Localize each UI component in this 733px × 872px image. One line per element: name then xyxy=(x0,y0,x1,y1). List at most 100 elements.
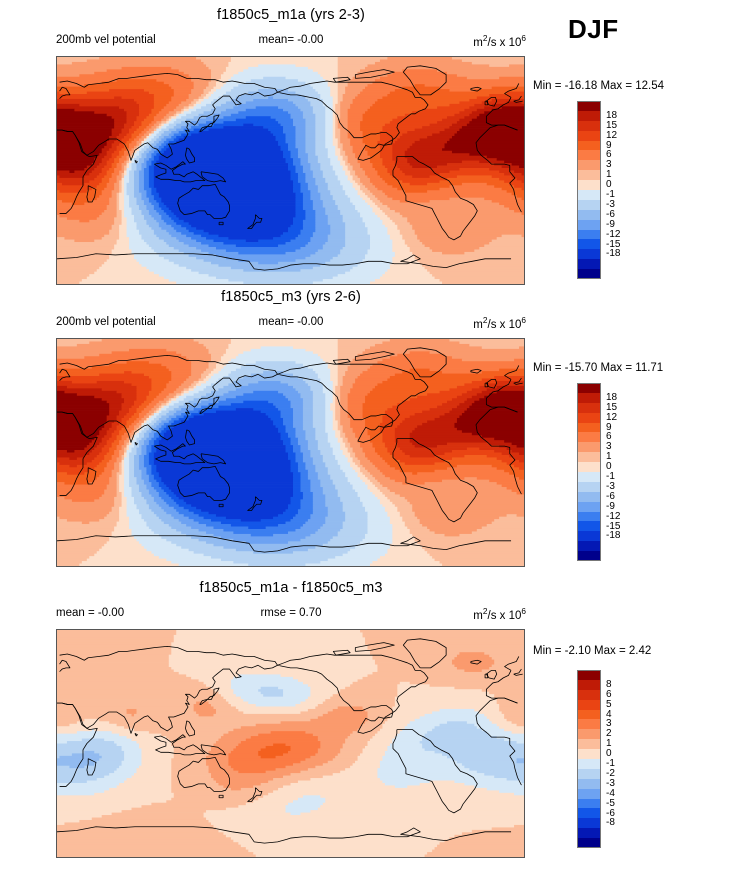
colorbar-swatch xyxy=(577,501,601,512)
colorbar-swatch xyxy=(577,551,601,562)
colorbar-swatch xyxy=(577,531,601,542)
colorbar-tick-label: -15 xyxy=(606,238,621,250)
colorbar-swatch xyxy=(577,120,601,131)
colorbar-top[interactable] xyxy=(577,101,601,280)
panel-units-label: m2/s x 106 xyxy=(56,316,526,331)
colorbar-tick-label: 2 xyxy=(606,728,612,740)
colorbar-swatch xyxy=(577,383,601,393)
units-base: m xyxy=(473,36,483,49)
colorbar-swatch xyxy=(577,412,601,423)
units-mid: /s x 10 xyxy=(487,609,522,622)
colorbar-tick-label: 6 xyxy=(606,431,612,443)
colorbar-swatch xyxy=(577,239,601,250)
map-plot-top[interactable] xyxy=(56,56,525,285)
panel-title: f1850c5_m1a - f1850c5_m3 xyxy=(199,580,383,596)
colorbar-tick-label: 3 xyxy=(606,159,612,171)
colorbar-swatch xyxy=(577,521,601,532)
colorbar-swatch xyxy=(577,180,601,191)
map-plot-diff[interactable] xyxy=(56,629,525,858)
colorbar-tick-label: -6 xyxy=(606,208,615,220)
units-exp2: 6 xyxy=(521,34,526,43)
panel-title: f1850c5_m3 (yrs 2-6) xyxy=(221,289,361,305)
colorbar-tick-label: 12 xyxy=(606,129,618,141)
colorbar-tick-label: 15 xyxy=(606,401,618,413)
colorbar-tick-label: -15 xyxy=(606,520,621,532)
colorbar-swatch xyxy=(577,199,601,210)
colorbar-tick-label: -12 xyxy=(606,510,621,522)
colorbar-tick-label: 12 xyxy=(606,411,618,423)
colorbar-tick-label: 0 xyxy=(606,461,612,473)
panel-center-label: rmse = 0.70 xyxy=(260,607,322,619)
colorbar-swatch xyxy=(577,778,601,789)
colorbar-diff[interactable] xyxy=(577,670,601,849)
colorbar-tick-label: -4 xyxy=(606,787,615,799)
colorbar-tick-label: 3 xyxy=(606,441,612,453)
colorbar-tick-label: 1 xyxy=(606,169,612,181)
colorbar-tick-label: 8 xyxy=(606,678,612,690)
colorbar-tick-label: -18 xyxy=(606,530,621,542)
colorbar-swatch xyxy=(577,259,601,270)
colorbar-tick-label: -12 xyxy=(606,228,621,240)
colorbar-tick-label: -18 xyxy=(606,248,621,260)
colorbar-tick-label: -3 xyxy=(606,480,615,492)
panel-left-label: 200mb vel potential xyxy=(56,316,156,328)
colorbar-middle[interactable] xyxy=(577,383,601,562)
colorbar-swatch xyxy=(577,209,601,220)
colorbar-swatch xyxy=(577,249,601,260)
colorbar-swatch xyxy=(577,689,601,700)
season-label: DJF xyxy=(568,14,619,44)
units-exp: 2 xyxy=(482,607,488,616)
colorbar-swatch xyxy=(577,140,601,151)
colorbar-swatch xyxy=(577,719,601,730)
colorbar-swatch xyxy=(577,491,601,502)
colorbar-tick-label: 0 xyxy=(606,748,612,760)
colorbar-swatch xyxy=(577,511,601,522)
colorbar-swatch xyxy=(577,472,601,482)
colorbar-swatch xyxy=(577,739,601,750)
colorbar-tick-label: 1 xyxy=(606,738,612,750)
colorbar-tick-label: -1 xyxy=(606,471,615,483)
colorbar-tick-label: 5 xyxy=(606,698,612,710)
colorbar-swatch xyxy=(577,749,601,760)
units-mid: /s x 10 xyxy=(487,318,522,331)
colorbar-swatch xyxy=(577,150,601,161)
units-exp: 2 xyxy=(482,316,488,325)
units-base: m xyxy=(473,609,483,622)
colorbar-swatch xyxy=(577,160,601,171)
colorbar-swatch xyxy=(577,838,601,849)
colorbar-tick-label: 15 xyxy=(606,119,618,131)
colorbar-swatch xyxy=(577,788,601,799)
panel-left-label: 200mb vel potential xyxy=(56,34,156,46)
colorbar-swatch xyxy=(577,541,601,552)
colorbar-tick-label: 4 xyxy=(606,708,612,720)
colorbar-tick-label: -8 xyxy=(606,817,615,829)
panel-center-label: mean= -0.00 xyxy=(258,34,324,46)
colorbar-tick-label: -3 xyxy=(606,777,615,789)
colorbar-swatch xyxy=(577,422,601,433)
colorbar-tick-label: -1 xyxy=(606,189,615,201)
colorbar-tick-label: 6 xyxy=(606,149,612,161)
colorbar-swatch xyxy=(577,392,601,403)
map-plot-middle[interactable] xyxy=(56,338,525,567)
colorbar-swatch xyxy=(577,442,601,453)
colorbar-tick-label: -5 xyxy=(606,797,615,809)
units-exp2: 6 xyxy=(521,607,526,616)
colorbar-swatch xyxy=(577,729,601,740)
minmax-label: Min = -15.70 Max = 11.71 xyxy=(533,362,664,374)
units-mid: /s x 10 xyxy=(487,36,522,49)
colorbar-tick-label: -1 xyxy=(606,758,615,770)
panel-title: f1850c5_m1a (yrs 2-3) xyxy=(217,7,365,23)
minmax-label: Min = -16.18 Max = 12.54 xyxy=(533,80,665,92)
colorbar-tick-label: -3 xyxy=(606,198,615,210)
colorbar-tick-label: 0 xyxy=(606,179,612,191)
units-exp: 2 xyxy=(482,34,488,43)
colorbar-swatch xyxy=(577,699,601,710)
colorbar-tick-label: 18 xyxy=(606,109,618,121)
colorbar-swatch xyxy=(577,709,601,720)
colorbar-swatch xyxy=(577,170,601,181)
colorbar-swatch xyxy=(577,462,601,473)
colorbar-swatch xyxy=(577,269,601,280)
colorbar-swatch xyxy=(577,481,601,492)
colorbar-swatch xyxy=(577,130,601,141)
colorbar-swatch xyxy=(577,190,601,200)
